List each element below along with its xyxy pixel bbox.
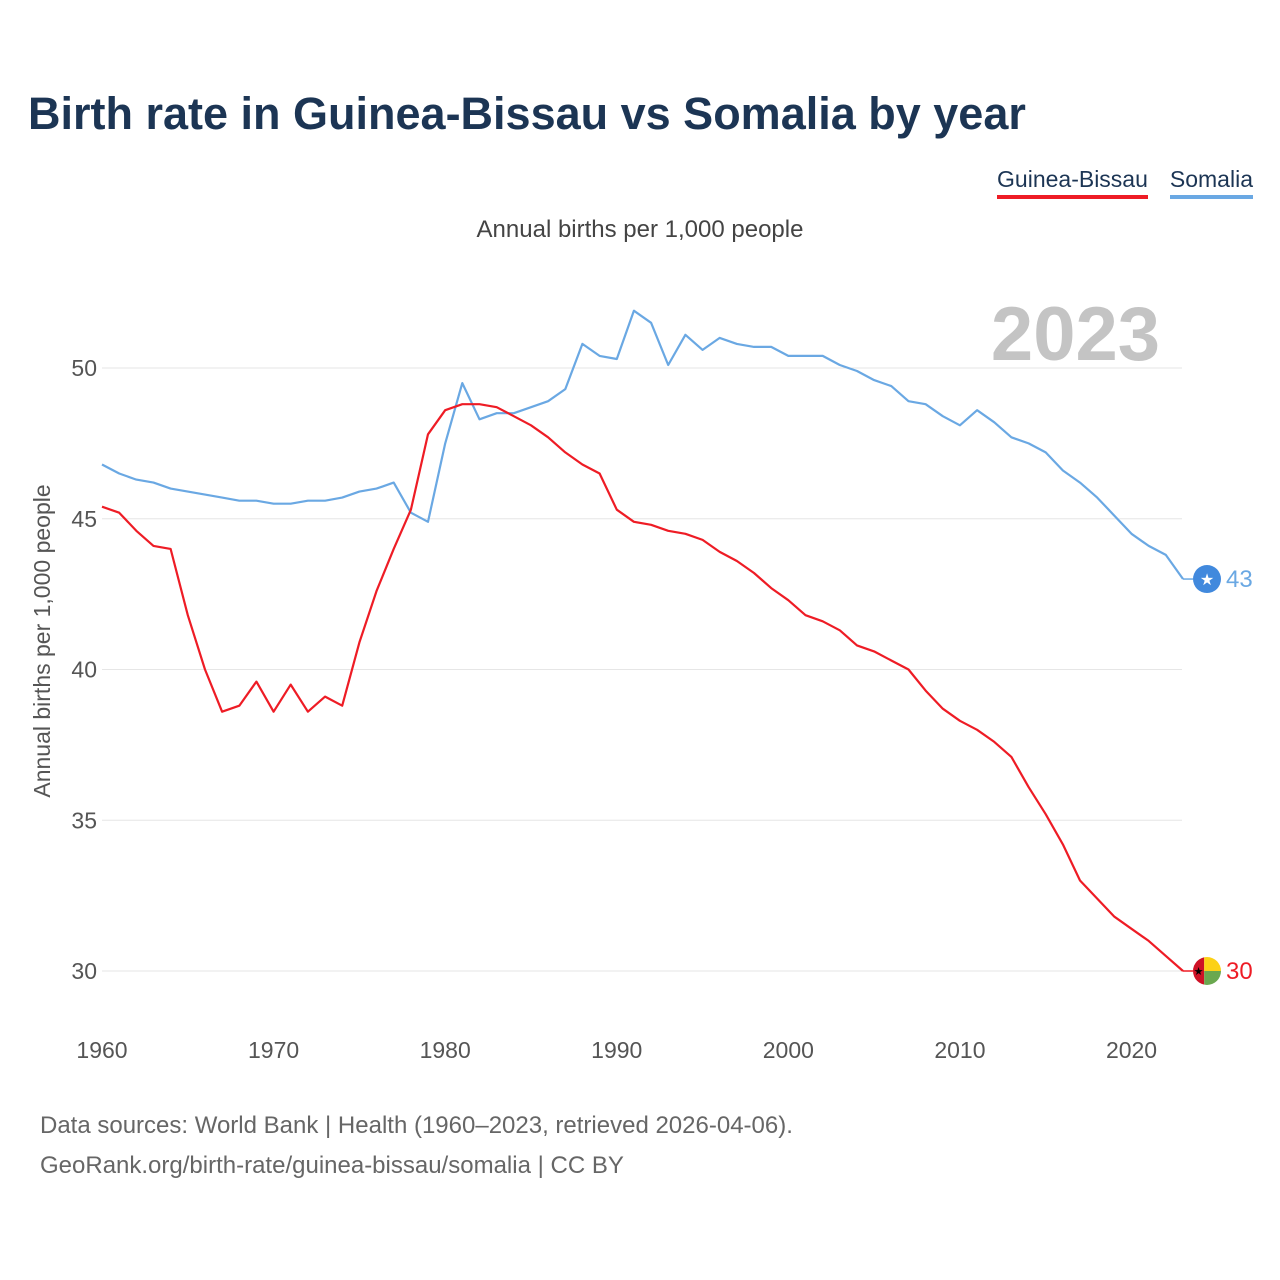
- x-tick-label-1990: 1990: [591, 1037, 642, 1063]
- footer: Data sources: World Bank | Health (1960–…: [40, 1106, 793, 1186]
- y-tick-label-45: 45: [71, 506, 97, 532]
- y-tick-label-30: 30: [71, 958, 97, 984]
- x-tick-label-2020: 2020: [1106, 1037, 1157, 1063]
- flag-star: ★: [1194, 965, 1204, 978]
- x-tick-label-1960: 1960: [76, 1037, 127, 1063]
- flag-star: ★: [1200, 570, 1214, 589]
- flag-red-band: [1193, 957, 1205, 985]
- x-tick-label-1980: 1980: [420, 1037, 471, 1063]
- year-watermark: 2023: [991, 292, 1160, 377]
- x-tick-label-2000: 2000: [763, 1037, 814, 1063]
- data-sources-text: Data sources: World Bank | Health (1960–…: [40, 1112, 793, 1139]
- y-tick-label-40: 40: [71, 657, 97, 683]
- flag-icon-somalia: ★: [1193, 565, 1221, 594]
- x-tick-label-2010: 2010: [934, 1037, 985, 1063]
- legend-item-guinea-bissau[interactable]: Guinea-Bissau: [997, 166, 1148, 199]
- series-line-guinea-bissau: [101, 403, 1184, 972]
- y-axis-label: Annual births per 1,000 people: [29, 484, 55, 797]
- x-tick-label-1970: 1970: [248, 1037, 299, 1063]
- flag-circle: [1193, 565, 1221, 594]
- end-value-label-somalia: 43: [1226, 566, 1253, 593]
- chart-subtitle: Annual births per 1,000 people: [476, 216, 804, 243]
- legend-item-somalia[interactable]: Somalia: [1169, 166, 1253, 199]
- chart-title: Birth rate in Guinea-Bissau vs Somalia b…: [28, 88, 1026, 139]
- source-url-text[interactable]: GeoRank.org/birth-rate/guinea-bissau/som…: [40, 1152, 624, 1179]
- legend: Guinea-Bissau Somalia: [997, 166, 1253, 199]
- series-line-somalia: [101, 309, 1184, 580]
- end-value-label-guinea-bissau: 30: [1226, 958, 1253, 985]
- y-tick-label-35: 35: [71, 807, 97, 833]
- y-tick-label-50: 50: [71, 355, 97, 381]
